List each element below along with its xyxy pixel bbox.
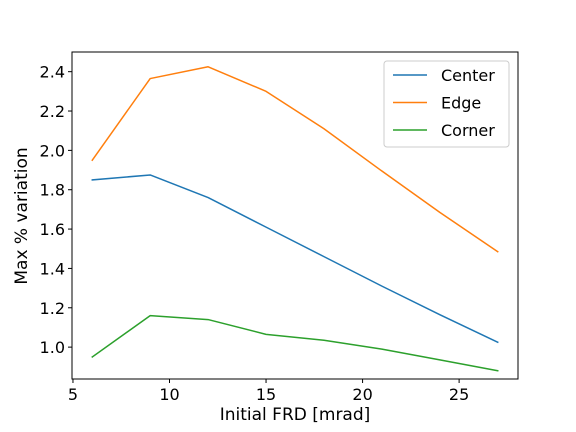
x-axis: 5 10 15 20 25 xyxy=(68,379,469,404)
y-tick-label: 1.4 xyxy=(40,259,65,278)
x-tick-label: 5 xyxy=(68,385,78,404)
y-tick-label: 1.2 xyxy=(40,299,65,318)
legend-label-edge: Edge xyxy=(441,94,481,113)
series-line-corner xyxy=(91,314,499,372)
y-tick-label: 1.6 xyxy=(40,220,65,239)
y-axis: 1.0 1.2 1.4 1.6 1.8 2.0 2.2 2.4 xyxy=(40,63,72,357)
series-layer xyxy=(91,66,499,372)
y-tick-label: 2.4 xyxy=(40,63,65,82)
legend-label-center: Center xyxy=(441,66,495,85)
x-tick-label: 15 xyxy=(256,385,276,404)
y-tick-label: 1.0 xyxy=(40,338,65,357)
y-axis-label: Max % variation xyxy=(12,147,32,284)
legend: Center Edge Corner xyxy=(383,60,510,148)
x-tick-label: 25 xyxy=(449,385,469,404)
plot-frame xyxy=(71,51,519,380)
series-line-edge xyxy=(91,66,499,253)
y-tick-label: 2.0 xyxy=(40,141,65,160)
x-tick-label: 20 xyxy=(352,385,372,404)
y-tick-label: 1.8 xyxy=(40,181,65,200)
series-line-center xyxy=(91,174,499,344)
legend-label-corner: Corner xyxy=(441,121,495,140)
x-axis-label: Initial FRD [mrad] xyxy=(220,405,371,425)
x-tick-label: 10 xyxy=(159,385,179,404)
y-tick-label: 2.2 xyxy=(40,102,65,121)
legend-frame xyxy=(383,60,510,148)
